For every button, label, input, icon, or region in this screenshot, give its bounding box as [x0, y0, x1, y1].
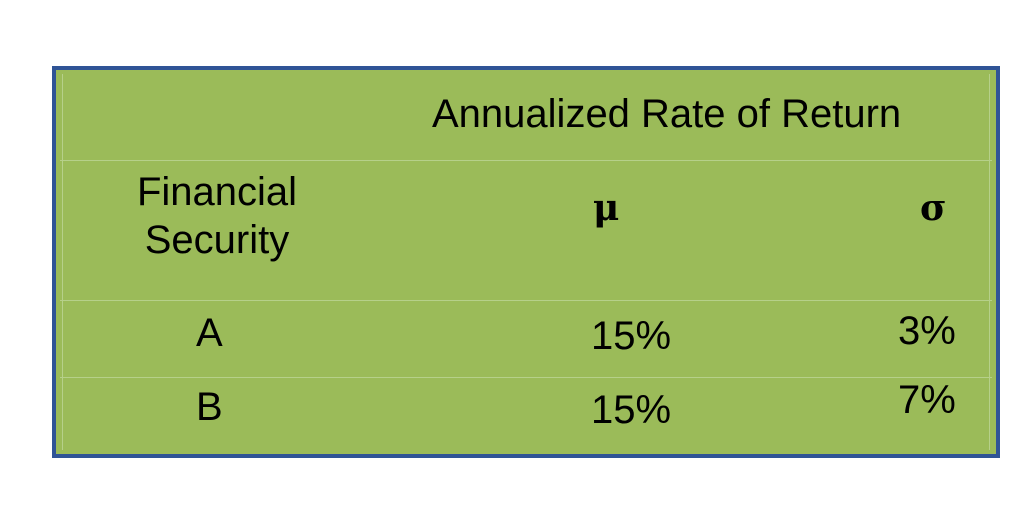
- row-b-sigma: 7%: [898, 378, 956, 422]
- table-header-title: Annualized Rate of Return: [432, 92, 902, 136]
- return-table: Annualized Rate of Return Financial Secu…: [52, 66, 1000, 458]
- grid-line-row-b: [60, 377, 992, 378]
- row-b-security: B: [196, 385, 223, 429]
- row-b-mu: 15%: [591, 388, 672, 432]
- row-a-mu: 15%: [591, 314, 672, 358]
- grid-line-header: [60, 160, 992, 161]
- column-header-mu: μ: [593, 187, 620, 229]
- column-header-sigma: σ: [920, 187, 947, 229]
- row-a-security: A: [196, 311, 223, 355]
- column-header-financial-security: Financial Security: [136, 170, 298, 262]
- grid-line-left: [62, 74, 63, 450]
- row-a-sigma: 3%: [898, 309, 956, 353]
- grid-line-right: [989, 74, 990, 450]
- grid-line-row-a: [60, 300, 992, 301]
